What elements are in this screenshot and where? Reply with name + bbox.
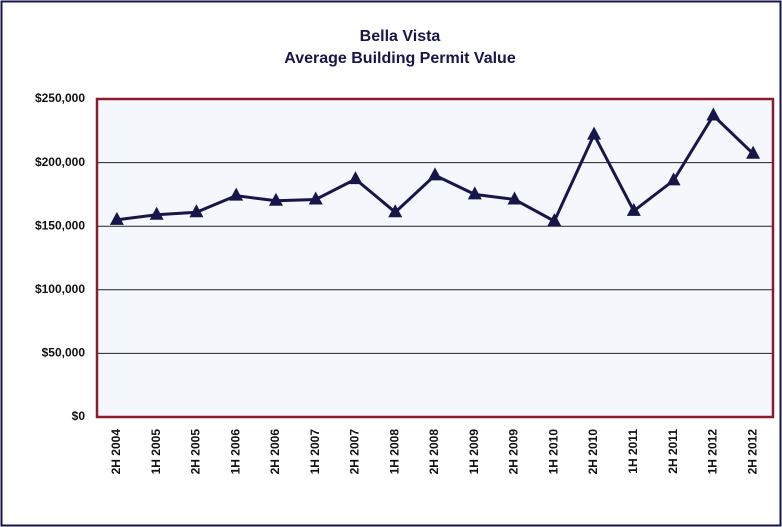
x-tick-label: 1H 2010 (546, 429, 560, 475)
x-tick-label: 2H 2009 (507, 429, 521, 475)
y-tick-label: $100,000 (35, 282, 85, 296)
x-tick-label: 1H 2009 (467, 429, 481, 475)
x-tick-label: 2H 2007 (348, 429, 362, 475)
y-tick-label: $150,000 (35, 218, 85, 232)
marker (189, 204, 204, 218)
marker (626, 202, 641, 216)
marker (268, 192, 283, 206)
x-tick-label: 1H 2008 (387, 429, 401, 475)
y-tick-label: $0 (72, 409, 86, 423)
x-tick-label: 1H 2007 (308, 429, 322, 475)
x-tick-label: 2H 2006 (268, 429, 282, 475)
x-tick-label: 2H 2012 (745, 429, 759, 475)
y-tick-label: $200,000 (35, 155, 85, 169)
marker (587, 126, 602, 140)
marker (467, 186, 482, 200)
x-tick-label: 2H 2010 (586, 429, 600, 475)
marker (308, 191, 323, 205)
x-tick-label: 1H 2011 (626, 429, 640, 474)
chart-subtitle: Average Building Permit Value (284, 50, 516, 67)
x-tick-label: 2H 2004 (109, 429, 123, 475)
marker (746, 145, 761, 159)
plot-border (95, 97, 775, 419)
x-tick-label: 1H 2012 (706, 429, 720, 475)
x-tick-label: 2H 2005 (189, 429, 203, 475)
marker (229, 187, 244, 201)
marker (388, 204, 403, 218)
marker (547, 213, 562, 227)
y-tick-label: $250,000 (35, 91, 85, 105)
marker (348, 171, 363, 185)
marker (109, 211, 124, 225)
marker (149, 206, 164, 220)
x-tick-label: 1H 2005 (149, 429, 163, 475)
x-tick-label: 1H 2006 (228, 429, 242, 475)
marker (706, 107, 721, 121)
marker (507, 191, 522, 205)
marker (666, 172, 681, 186)
x-tick-label: 2H 2011 (666, 429, 680, 474)
y-tick-label: $50,000 (42, 346, 86, 360)
marker (428, 167, 442, 181)
plot-area (97, 99, 773, 417)
chart-title: Bella Vista (360, 28, 441, 45)
x-tick-label: 2H 2008 (427, 429, 441, 475)
